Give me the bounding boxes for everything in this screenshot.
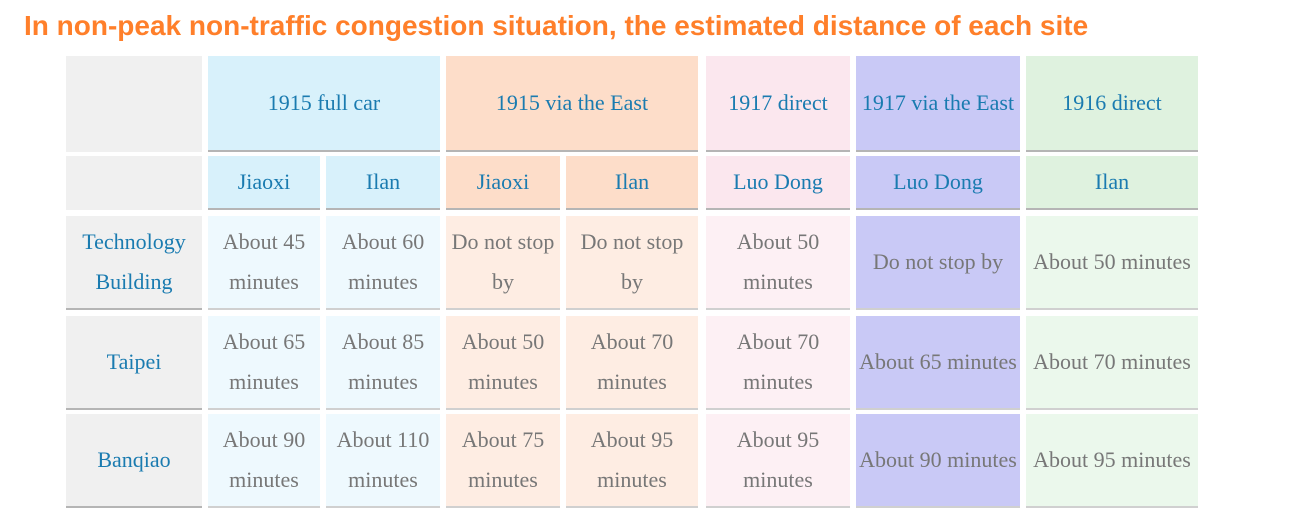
time-cell: About 70 minutes: [706, 316, 850, 410]
time-cell: About 60 minutes: [326, 216, 440, 310]
time-cell: Do not stop by: [856, 216, 1020, 310]
route-header: 1917 via the East: [856, 56, 1020, 152]
stop-header: Luo Dong: [856, 156, 1020, 210]
time-cell: About 85 minutes: [326, 316, 440, 410]
time-cell: Do not stop by: [446, 216, 560, 310]
corner-cell: [66, 56, 202, 152]
site-label: Technology Building: [66, 216, 202, 310]
time-cell: About 50 minutes: [1026, 216, 1198, 310]
time-cell: About 95 minutes: [566, 414, 698, 508]
stop-header: Ilan: [326, 156, 440, 210]
stop-header: Jiaoxi: [208, 156, 320, 210]
route-header: 1917 direct: [706, 56, 850, 152]
stop-header: Ilan: [566, 156, 698, 210]
site-label: Taipei: [66, 316, 202, 410]
page-title: In non-peak non-traffic congestion situa…: [24, 10, 1089, 41]
route-header: 1915 full car: [208, 56, 440, 152]
time-cell: Do not stop by: [566, 216, 698, 310]
stop-header: Ilan: [1026, 156, 1198, 210]
time-cell: About 65 minutes: [856, 316, 1020, 410]
site-label: Banqiao: [66, 414, 202, 508]
time-cell: About 50 minutes: [706, 216, 850, 310]
time-cell: About 95 minutes: [706, 414, 850, 508]
time-cell: About 95 minutes: [1026, 414, 1198, 508]
time-cell: About 110 minutes: [326, 414, 440, 508]
time-cell: About 70 minutes: [566, 316, 698, 410]
time-cell: About 90 minutes: [856, 414, 1020, 508]
time-cell: About 70 minutes: [1026, 316, 1198, 410]
time-cell: About 90 minutes: [208, 414, 320, 508]
time-cell: About 45 minutes: [208, 216, 320, 310]
time-cell: About 75 minutes: [446, 414, 560, 508]
route-header: 1916 direct: [1026, 56, 1198, 152]
stop-header: Jiaoxi: [446, 156, 560, 210]
time-cell: About 65 minutes: [208, 316, 320, 410]
time-cell: About 50 minutes: [446, 316, 560, 410]
corner-cell: [66, 156, 202, 210]
stop-header: Luo Dong: [706, 156, 850, 210]
route-header: 1915 via the East: [446, 56, 698, 152]
